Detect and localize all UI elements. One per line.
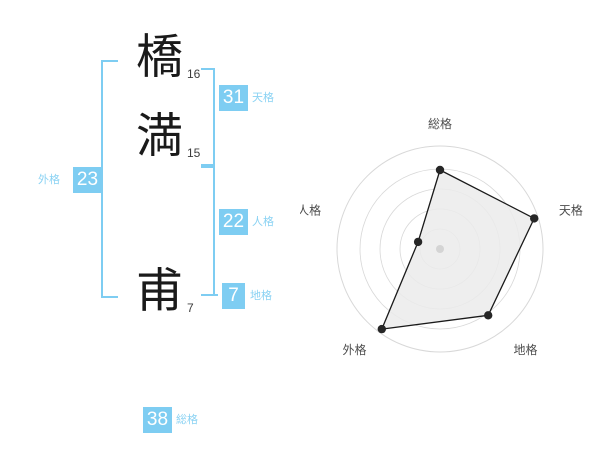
kanji-strokes-1: 16 [187, 67, 201, 81]
badge-soukaku-label: 総格 [176, 413, 198, 426]
badge-tenkaku-value[interactable]: 31 [219, 85, 248, 111]
outer-bracket-bottom [101, 296, 118, 298]
badge-jinkaku-value[interactable]: 22 [219, 209, 248, 235]
radar-point-地格[interactable] [484, 311, 493, 320]
radar-chart-panel: 総格天格地格 外格 人格 [300, 0, 600, 470]
name-panel: 橋 16 満 15 甫 7 31 天格 22 人格 7 地格 外格 23 38 … [38, 30, 274, 433]
badge-chikaku-label: 地格 [250, 289, 272, 302]
tenkaku-bracket-vertical [213, 68, 215, 166]
radar-series-area [381, 169, 535, 330]
radar-point-人格[interactable] [413, 237, 423, 247]
tenkaku-bracket-bottom [201, 164, 215, 166]
radar-point-外格[interactable] [377, 324, 386, 334]
badge-tenkaku-label: 天格 [252, 91, 274, 104]
kanji-char-2: 満 [136, 109, 183, 164]
radar-axis-label-地格: 地格 [514, 342, 538, 357]
outer-bracket-vertical [101, 60, 103, 298]
jinkaku-bracket-vertical [213, 166, 215, 296]
radar-axis-label-総格: 総格 [428, 116, 452, 131]
badge-jinkaku-label: 人格 [252, 215, 274, 228]
badge-soukaku-value[interactable]: 38 [143, 407, 172, 433]
radar-polygon [381, 169, 535, 330]
tenkaku-bracket-top [201, 68, 215, 70]
kanji-strokes-2: 15 [187, 146, 201, 160]
chikaku-connector [205, 294, 218, 296]
radar-axis-label-人格: 人格 [300, 202, 321, 217]
radar-series-points [377, 165, 539, 334]
radar-point-天格[interactable] [530, 214, 539, 223]
radar-axis-label-天格: 天格 [559, 202, 583, 217]
radar-center-dot [436, 245, 444, 253]
radar-ring-5 [336, 145, 544, 353]
radar-point-総格[interactable] [435, 165, 445, 175]
radar-axis-label-外格: 外格 [342, 342, 366, 357]
badge-gaikaku-value[interactable]: 23 [73, 167, 102, 193]
badge-chikaku-value[interactable]: 7 [222, 283, 245, 309]
kanji-char-3: 甫 [136, 264, 183, 319]
badge-gaikaku-label: 外格 [38, 173, 60, 186]
kanji-strokes-3: 7 [187, 301, 194, 315]
outer-bracket-top [101, 60, 118, 62]
kanji-char-1: 橋 [136, 30, 183, 85]
jinkaku-bracket-top [201, 166, 215, 168]
